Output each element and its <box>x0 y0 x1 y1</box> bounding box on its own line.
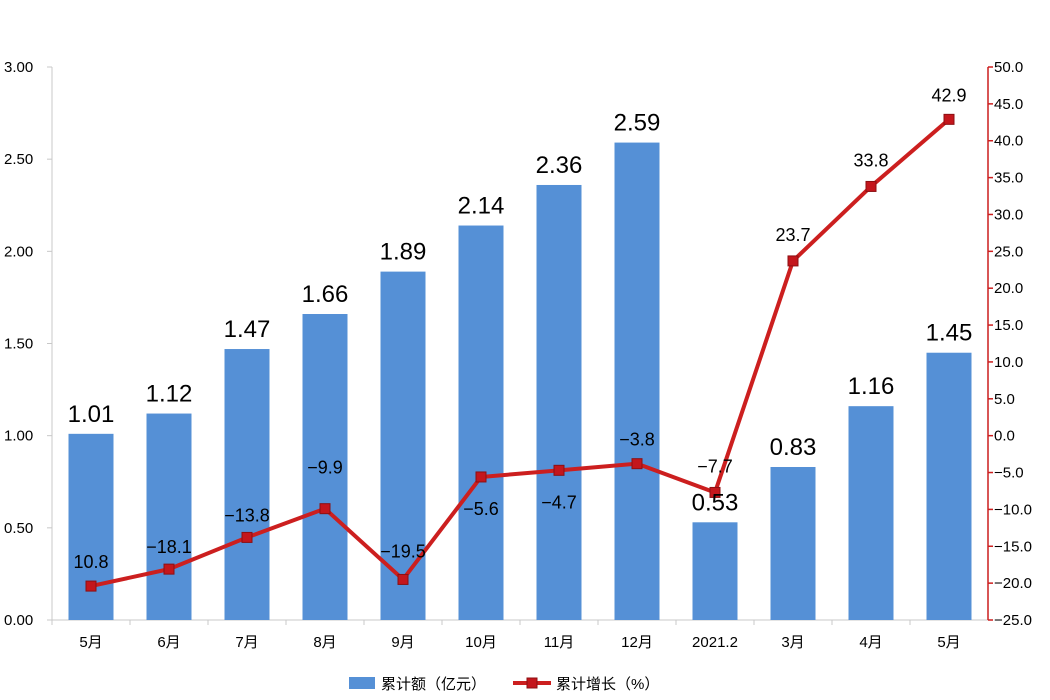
legend-line-marker <box>526 677 538 689</box>
bar-value-label: 1.01 <box>68 401 115 428</box>
bar <box>614 142 660 620</box>
bar <box>536 184 582 620</box>
x-tick-label: 11月 <box>544 634 575 651</box>
growth-line <box>85 113 955 592</box>
right-tick-label: −5.0 <box>994 465 1024 482</box>
bar-value-label: 2.14 <box>458 193 505 220</box>
bar-value-label: 1.12 <box>146 381 193 408</box>
line-value-label: −9.9 <box>307 458 343 478</box>
line-point <box>85 580 97 592</box>
line-point <box>631 458 643 470</box>
data-labels: 1.01 1.12 1.47 1.66 1.89 2.14 2.36 2.59 0.53 0.83… <box>68 85 973 572</box>
x-tick-label: 8月 <box>313 634 336 651</box>
right-tick-label: −25.0 <box>994 612 1032 629</box>
right-tick-label: 25.0 <box>994 243 1023 260</box>
bar <box>302 314 348 620</box>
bar-value-label: 0.53 <box>692 489 739 516</box>
bar-value-label: 1.16 <box>848 373 895 400</box>
line-point <box>241 531 253 543</box>
bar <box>848 406 894 620</box>
line-point <box>787 255 799 267</box>
right-tick-label: 10.0 <box>994 354 1023 371</box>
x-tick-label: 9月 <box>391 634 414 651</box>
right-tick-label: 35.0 <box>994 170 1023 187</box>
line-value-label: −4.7 <box>541 492 577 512</box>
bar-value-label: 2.36 <box>536 152 583 179</box>
line-point <box>943 113 955 125</box>
x-tick-label: 7月 <box>235 634 258 651</box>
right-tick-label: −20.0 <box>994 575 1032 592</box>
bars <box>68 142 972 620</box>
right-tick-label: −10.0 <box>994 501 1032 518</box>
axes: 0.00 0.50 1.00 1.50 2.00 2.50 3.00 −25.0 −20.0 −1… <box>4 59 1032 651</box>
line-value-label: 42.9 <box>931 85 966 105</box>
line-value-label: 23.7 <box>775 225 810 245</box>
left-tick-label: 0.00 <box>4 612 33 629</box>
x-tick-label: 4月 <box>859 634 882 651</box>
right-tick-label: 15.0 <box>994 317 1023 334</box>
left-tick-label: 2.00 <box>4 243 33 260</box>
bar-value-label: 0.83 <box>770 434 817 461</box>
left-tick-label: 1.50 <box>4 336 33 353</box>
line-value-label: −19.5 <box>380 541 426 561</box>
bar <box>68 433 114 620</box>
legend-bar-swatch <box>349 677 375 689</box>
line-point <box>319 503 331 515</box>
right-tick-label: −15.0 <box>994 538 1032 555</box>
line-value-label: −3.8 <box>619 430 655 450</box>
line-point <box>397 573 409 585</box>
line-point <box>475 471 487 483</box>
x-tick-label: 3月 <box>781 634 804 651</box>
right-tick-label: 30.0 <box>994 206 1023 223</box>
bar-value-label: 1.47 <box>224 316 271 343</box>
right-tick-label: 0.0 <box>994 428 1015 445</box>
x-tick-label: 12月 <box>621 634 653 651</box>
x-tick-label: 2021.2 <box>692 634 738 651</box>
right-tick-label: 45.0 <box>994 96 1023 113</box>
left-tick-label: 1.00 <box>4 428 33 445</box>
right-tick-label: 20.0 <box>994 280 1023 297</box>
right-tick-label: 5.0 <box>994 391 1015 408</box>
bar <box>146 413 192 620</box>
line-value-label: −18.1 <box>146 537 192 557</box>
bar <box>692 522 738 620</box>
right-tick-label: 50.0 <box>994 59 1023 76</box>
line-value-label: −5.6 <box>463 499 499 519</box>
line-point <box>553 464 565 476</box>
bar-value-label: 2.59 <box>614 110 661 137</box>
line-value-label: −7.7 <box>697 456 733 476</box>
line-point <box>709 486 721 498</box>
left-tick-label: 3.00 <box>4 59 33 76</box>
line-value-label: 10.8 <box>73 552 108 572</box>
bar <box>224 349 270 620</box>
left-tick-label: 0.50 <box>4 520 33 537</box>
x-tick-label: 6月 <box>157 634 180 651</box>
line-point <box>163 563 175 575</box>
x-tick-label: 5月 <box>79 634 102 651</box>
left-tick-label: 2.50 <box>4 151 33 168</box>
bar-value-label: 1.66 <box>302 281 349 308</box>
x-tick-label: 5月 <box>937 634 960 651</box>
bar <box>926 352 972 620</box>
growth-line-path <box>90 117 951 589</box>
line-point <box>865 180 877 192</box>
bar-value-label: 1.89 <box>380 239 427 266</box>
line-value-label: −13.8 <box>224 505 270 525</box>
legend: 累计额（亿元） 累计增长（%） <box>349 676 659 693</box>
legend-line-label: 累计增长（%） <box>556 676 659 693</box>
line-value-label: 33.8 <box>853 150 888 170</box>
bar-value-label: 1.45 <box>926 320 973 347</box>
bar <box>770 467 816 620</box>
bar <box>458 225 504 620</box>
right-tick-label: 40.0 <box>994 133 1023 150</box>
legend-bar-label: 累计额（亿元） <box>381 676 486 693</box>
x-tick-label: 10月 <box>465 634 497 651</box>
